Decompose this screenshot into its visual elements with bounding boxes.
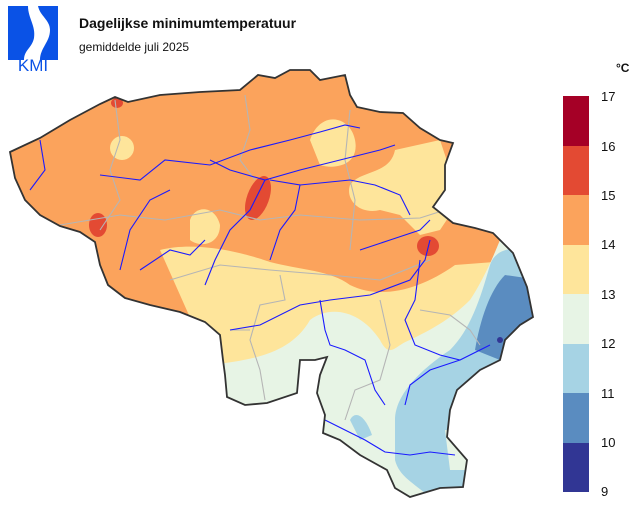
legend-tick: 9 <box>601 484 609 499</box>
legend-band-11-12 <box>563 343 589 393</box>
legend-tick: 10 <box>601 435 616 450</box>
logo-text: KMI <box>18 56 48 72</box>
legend-tick: 12 <box>601 336 616 351</box>
zone-11-12 <box>350 415 372 440</box>
legend-tick: 13 <box>601 287 616 302</box>
map-title: Dagelijkse minimumtemperatuur <box>79 15 297 31</box>
legend-band-9-10 <box>563 442 589 492</box>
zone-13-14 <box>110 136 134 160</box>
zone-15-16 <box>111 98 123 108</box>
color-legend <box>563 96 589 492</box>
legend-tick: 16 <box>601 139 616 154</box>
legend-tick: 11 <box>601 386 615 401</box>
province-borders <box>59 94 481 421</box>
legend-band-10-11 <box>563 393 589 443</box>
legend-tick: 15 <box>601 188 616 203</box>
legend-band-14-15 <box>563 195 589 245</box>
rivers <box>29 124 491 456</box>
legend-tick: 17 <box>601 89 616 104</box>
legend-unit: °C <box>616 61 630 75</box>
zone-15-16 <box>245 176 271 220</box>
legend-tick: 14 <box>601 237 616 252</box>
legend-band-15-16 <box>563 145 589 195</box>
zone-13-14 <box>349 140 460 235</box>
kmi-logo: KMI <box>6 4 60 77</box>
zone-15-16 <box>89 213 107 237</box>
legend-band-13-14 <box>563 244 589 294</box>
zone-13-14 <box>190 209 220 245</box>
legend-band-16-17 <box>563 96 589 146</box>
map-subtitle: gemiddelde juli 2025 <box>79 40 190 54</box>
legend-band-12-13 <box>563 294 589 344</box>
zone-9-10 <box>497 337 503 343</box>
